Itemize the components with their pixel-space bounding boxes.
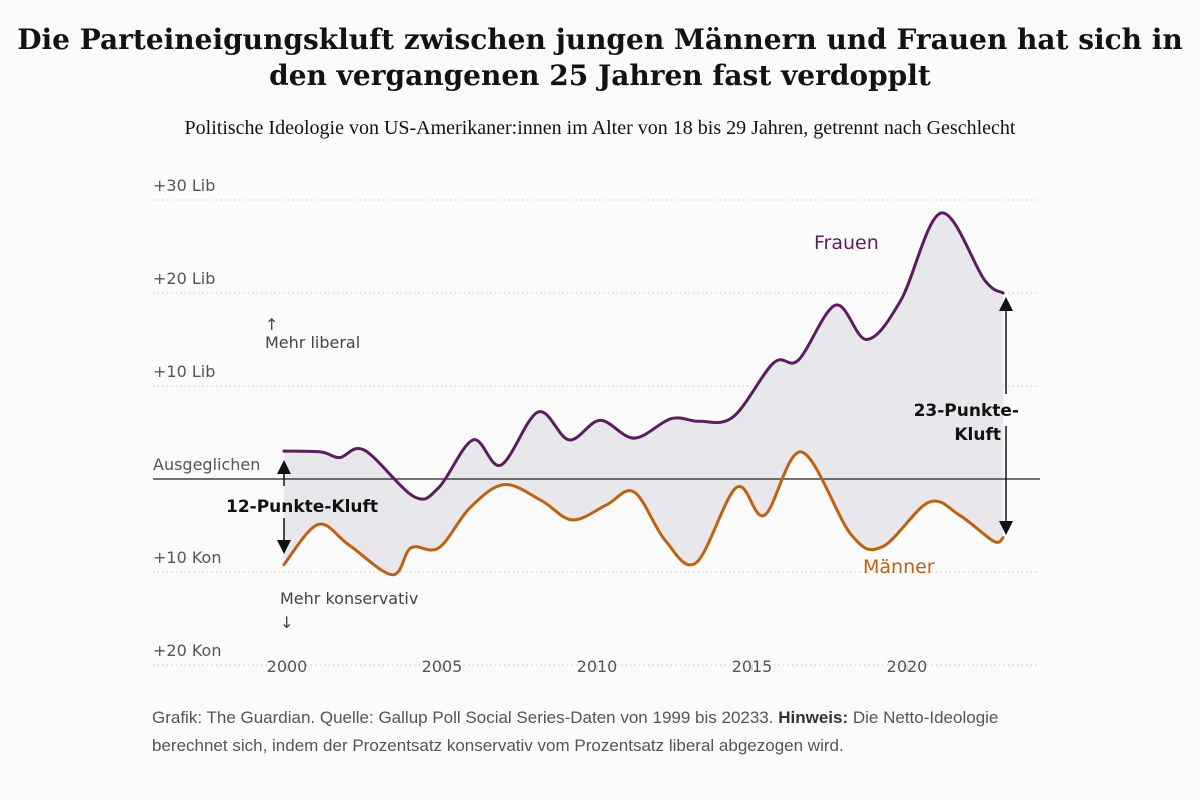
series-line-frauen <box>282 211 1005 501</box>
y-tick-label: +10 Kon <box>153 548 221 567</box>
gap-start-arrow-icon <box>277 460 291 554</box>
y-tick-label: +30 Lib <box>153 176 215 195</box>
y-tick-label: +20 Kon <box>153 641 221 660</box>
x-tick-label: 2010 <box>577 657 618 676</box>
gap-start-label: 12-Punkte-Kluft <box>226 497 378 517</box>
more-conservative-arrow-icon: ↓ <box>280 613 293 632</box>
series-label-frauen: Frauen <box>814 232 879 254</box>
y-tick-label: +20 Lib <box>153 269 215 288</box>
gap-end-arrow-icon <box>999 297 1013 535</box>
x-tick-label: 2000 <box>267 657 308 676</box>
x-tick-label: 2005 <box>422 657 463 676</box>
more-liberal-arrow-icon: ↑ <box>265 315 278 334</box>
footnote-note: Die Netto-Ideologie berechnet sich, inde… <box>152 708 999 755</box>
y-tick-label: Ausgeglichen <box>153 455 260 474</box>
chart-subtitle: Politische Ideologie von US-Amerikaner:i… <box>184 117 1016 139</box>
gap-area <box>283 212 1004 575</box>
gap-end-label-line2: Kluft <box>954 425 1001 445</box>
x-tick-label: 2015 <box>732 657 773 676</box>
footnote: Grafik: The Guardian. Quelle: Gallup Pol… <box>152 704 1072 760</box>
more-liberal-label: Mehr liberal <box>265 333 360 352</box>
more-conservative-label: Mehr konservativ <box>280 589 418 608</box>
series-label-maenner: Männer <box>863 556 935 578</box>
x-tick-label: 2020 <box>887 657 928 676</box>
y-tick-label: +10 Lib <box>153 362 215 381</box>
series-line-maenner <box>282 450 1005 577</box>
chart-title: Die Parteineigungskluft zwischen jungen … <box>17 23 1183 92</box>
footnote-note-label: Hinweis: <box>778 708 849 727</box>
gap-end-label-line1: 23-Punkte- <box>914 401 1019 421</box>
footnote-source: Grafik: The Guardian. Quelle: Gallup Pol… <box>152 708 774 727</box>
